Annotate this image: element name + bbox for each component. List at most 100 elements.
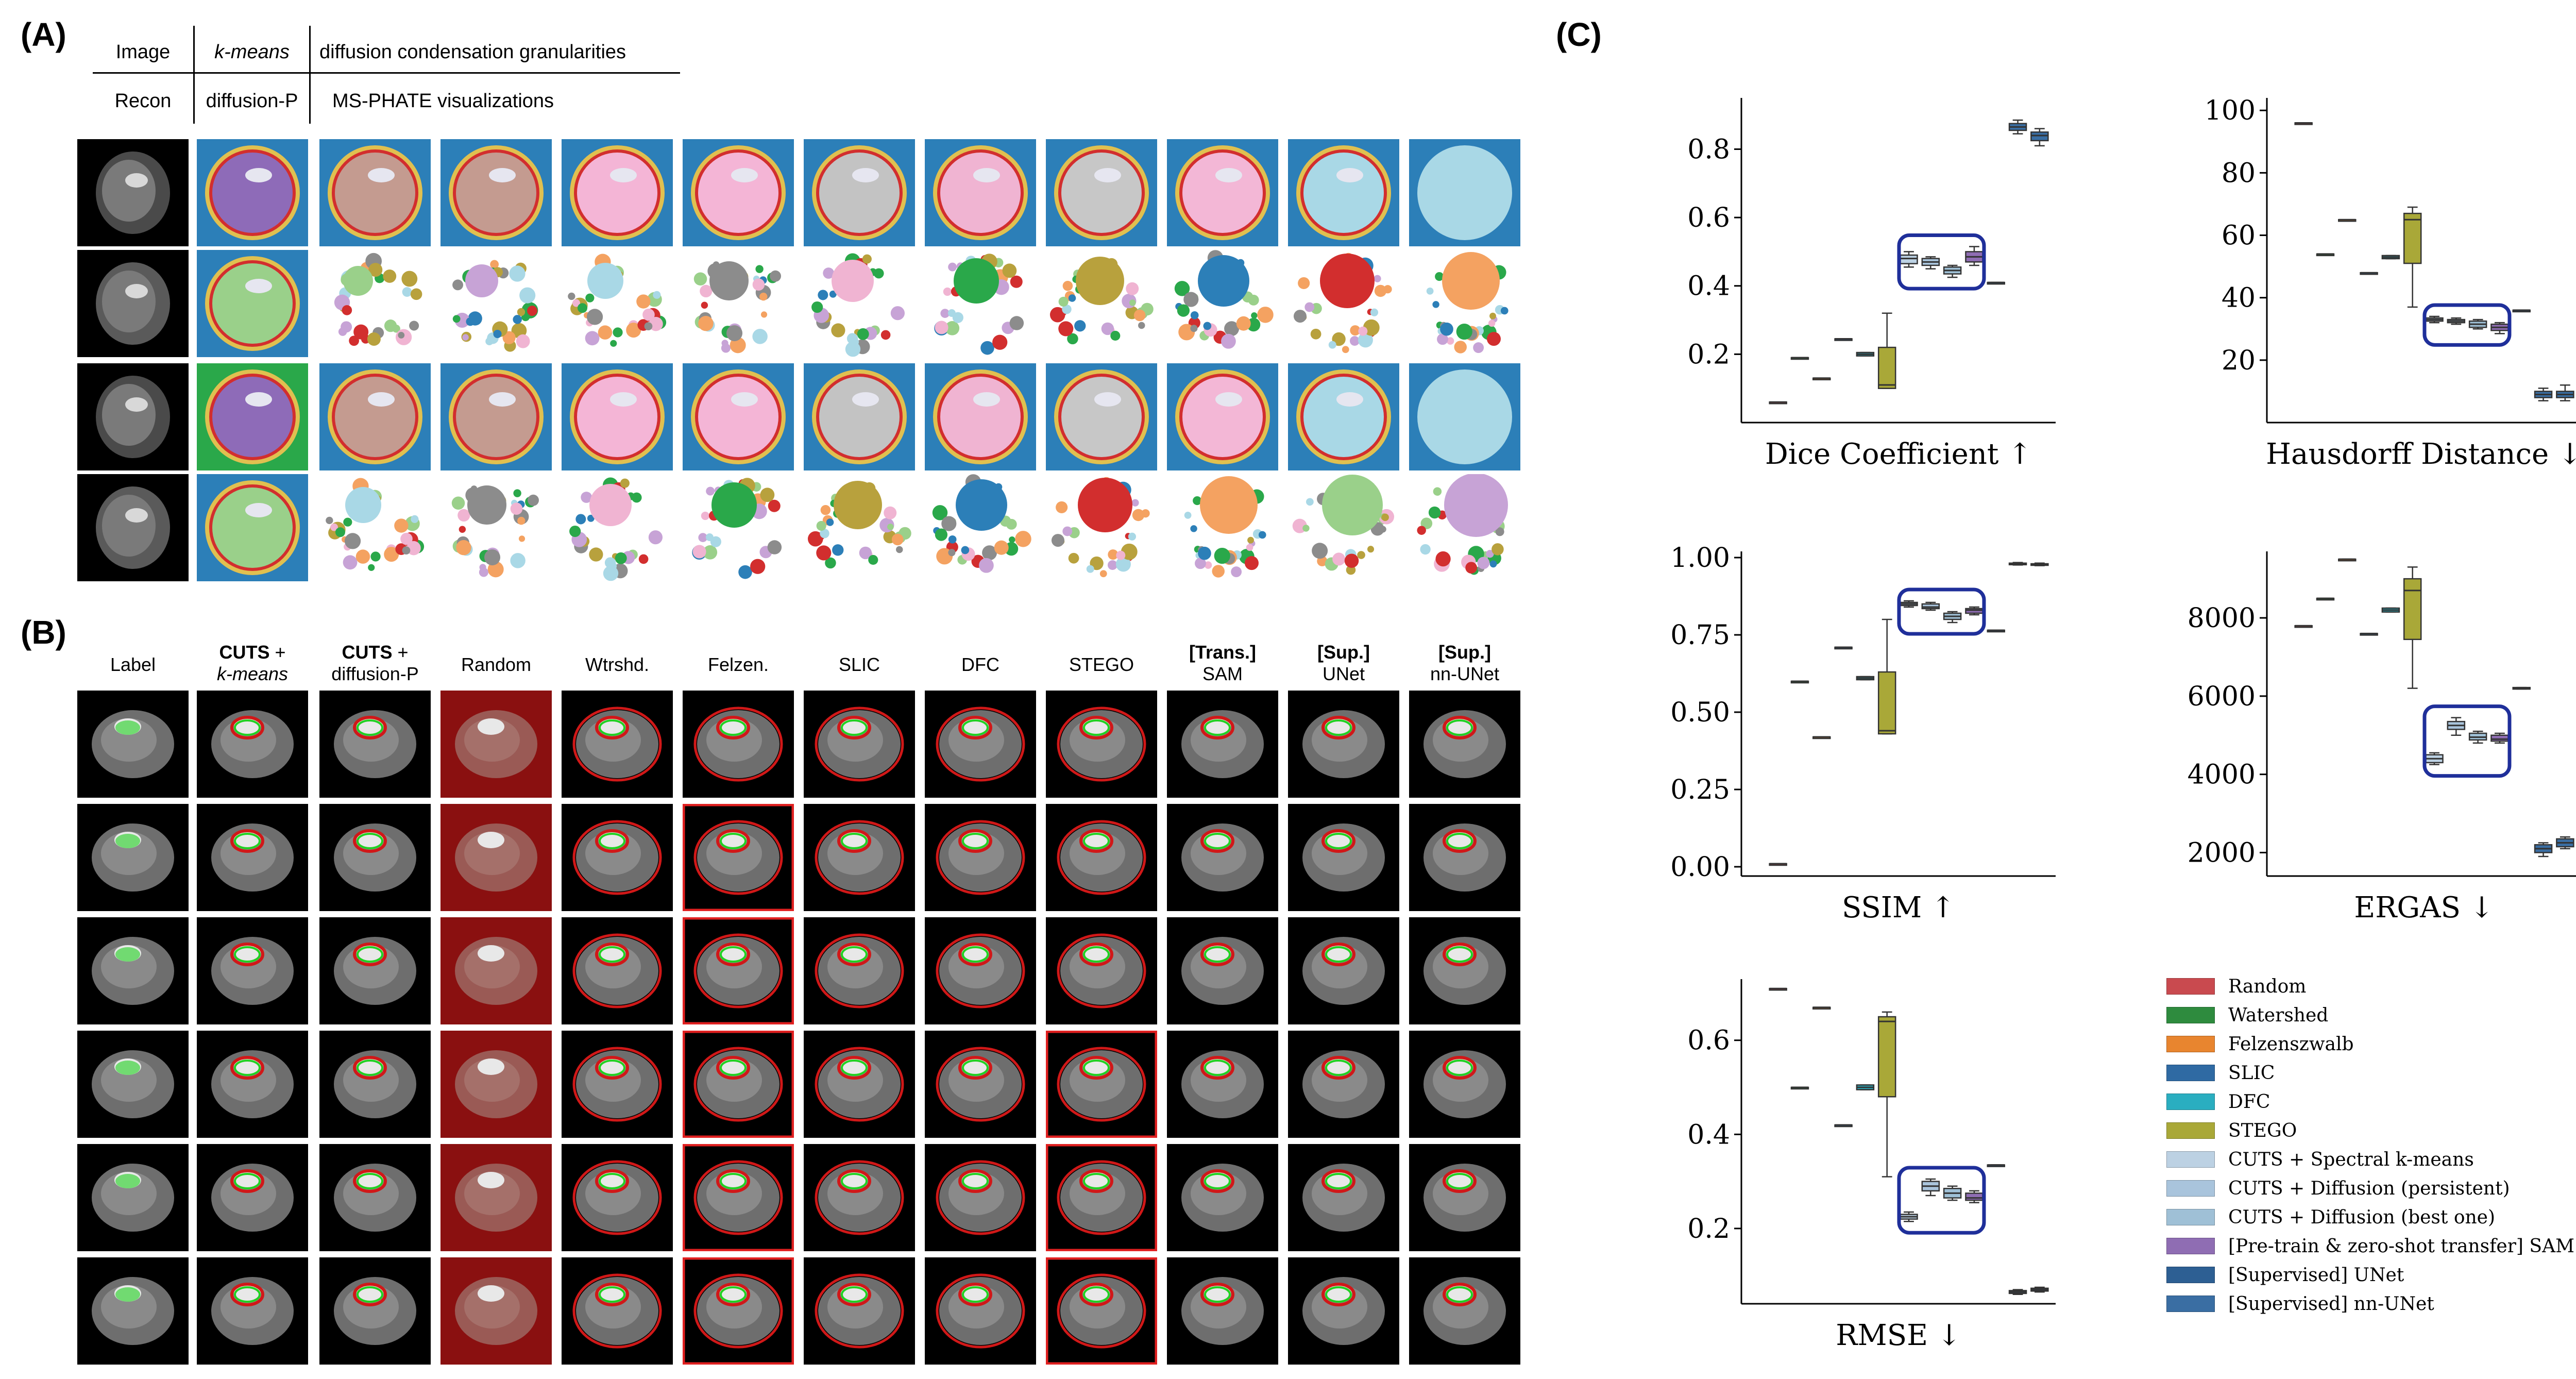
box-plot-item bbox=[2008, 1289, 2027, 1295]
legend-item: [Supervised] nn-UNet bbox=[2166, 1291, 2434, 1316]
y-tick-label: 60 bbox=[2222, 221, 2256, 251]
header-diffusion: diffusion condensation granularities bbox=[319, 41, 626, 63]
y-tick-label: 0.4 bbox=[1687, 271, 1730, 302]
panel-a-tile bbox=[683, 250, 794, 357]
panel-a-tile bbox=[1288, 250, 1399, 357]
panel-b-tile bbox=[683, 917, 794, 1024]
box-plot-item bbox=[2294, 625, 2313, 628]
legend-item: DFC bbox=[2166, 1089, 2270, 1114]
panel-b-tile bbox=[1409, 691, 1520, 798]
panel-b-tile bbox=[319, 1257, 431, 1365]
header-vline-2 bbox=[309, 26, 311, 124]
y-tick-label: 100 bbox=[2205, 95, 2256, 126]
panel-b-tile bbox=[77, 917, 189, 1024]
panel-a-tile bbox=[77, 139, 189, 246]
panel-a-tile bbox=[1288, 363, 1399, 470]
y-tick-label: 0.00 bbox=[1670, 852, 1730, 883]
box-plot-item bbox=[1900, 600, 1918, 608]
panel-a-tile bbox=[1409, 474, 1520, 581]
panel-b-tile bbox=[77, 1144, 189, 1251]
legend-swatch bbox=[2166, 1122, 2215, 1139]
y-tick-label: 0.8 bbox=[1687, 134, 1730, 165]
panel-a-tile bbox=[1409, 250, 1520, 357]
panel-b-tile bbox=[683, 1257, 794, 1365]
panel-b-tile bbox=[804, 1144, 915, 1251]
y-tick-label: 1.00 bbox=[1670, 543, 1730, 574]
y-tick-label: 0.75 bbox=[1670, 620, 1730, 651]
legend-item: Random bbox=[2166, 974, 2306, 999]
box-plot-item bbox=[1877, 1011, 1896, 1178]
panel-b-tile bbox=[440, 917, 552, 1024]
panel-b-tile bbox=[319, 1031, 431, 1138]
panel-b-tile bbox=[925, 804, 1036, 911]
panel-a-tile bbox=[683, 474, 794, 581]
panel-b-tile bbox=[1288, 691, 1399, 798]
y-tick-label: 20 bbox=[2222, 345, 2256, 376]
box-plot-item bbox=[2447, 717, 2466, 736]
panel-b-tile bbox=[683, 1031, 794, 1138]
panel-a-tile bbox=[925, 139, 1036, 246]
panel-a-tile bbox=[77, 363, 189, 470]
panel-b-tile bbox=[1288, 1031, 1399, 1138]
panel-b-tile bbox=[1409, 1031, 1520, 1138]
box-plot-item bbox=[2030, 128, 2049, 147]
panel-b-tile bbox=[804, 1031, 915, 1138]
panel-a-tile bbox=[1167, 474, 1278, 581]
legend-swatch bbox=[2166, 1180, 2215, 1197]
panel-b-tile bbox=[440, 804, 552, 911]
panel-a-tile bbox=[319, 363, 431, 470]
chart-hausdorff: 20 40 60 80 100 Hausdorff Distance ↓ bbox=[2205, 95, 2576, 471]
x-axis-label: SSIM ↑ bbox=[1842, 891, 1955, 924]
legend-label: [Pre-train & zero-shot transfer] SAM bbox=[2228, 1235, 2574, 1257]
panel-a-tile bbox=[804, 139, 915, 246]
panel-b-tile bbox=[1288, 1144, 1399, 1251]
y-tick-label: 2000 bbox=[2188, 837, 2256, 868]
panel-a-tile bbox=[197, 139, 308, 246]
panel-a-tile bbox=[77, 250, 189, 357]
panel-label-b: (B) bbox=[21, 614, 66, 651]
panel-a-tile bbox=[440, 474, 552, 581]
legend-label: SLIC bbox=[2228, 1062, 2275, 1084]
panel-b-tile bbox=[1409, 804, 1520, 911]
panel-a-tile bbox=[562, 363, 673, 470]
panel-b-tile bbox=[1046, 1144, 1157, 1251]
panel-b-tile bbox=[1167, 1031, 1278, 1138]
panel-b-tile bbox=[197, 917, 308, 1024]
header-ms-phate: MS-PHATE visualizations bbox=[332, 90, 554, 112]
panel-b-tile bbox=[925, 691, 1036, 798]
box-plot-item bbox=[1812, 1006, 1831, 1010]
box-plot-item bbox=[2381, 255, 2400, 260]
legend-item: CUTS + Diffusion (persistent) bbox=[2166, 1176, 2510, 1201]
box-plot-item bbox=[2316, 597, 2335, 601]
chart-ssim: 0.00 0.25 0.50 0.75 1.00 SSIM ↑ bbox=[1670, 543, 2056, 924]
cuts-highlight-box bbox=[1897, 233, 1986, 291]
box-plot-item bbox=[1769, 863, 1787, 866]
panel-a-tile bbox=[804, 250, 915, 357]
panel-a-tile bbox=[562, 250, 673, 357]
box-plot-item bbox=[1790, 680, 1809, 684]
legend-label: CUTS + Diffusion (best one) bbox=[2228, 1206, 2496, 1228]
panel-a-tile bbox=[440, 139, 552, 246]
box-plot-item bbox=[2512, 686, 2531, 690]
chart-ergas: 2000 4000 6000 8000 ERGAS ↓ bbox=[2188, 551, 2576, 924]
panel-label-a: (A) bbox=[21, 16, 66, 53]
legend-label: CUTS + Spectral k-means bbox=[2228, 1149, 2474, 1170]
panel-b-tile bbox=[804, 691, 915, 798]
box-plot-item bbox=[1943, 264, 1962, 278]
legend-swatch bbox=[2166, 1267, 2215, 1283]
legend-swatch bbox=[2166, 1094, 2215, 1110]
method-column-header: [Trans.] SAM bbox=[1189, 642, 1257, 684]
y-tick-label: 0.50 bbox=[1670, 697, 1730, 728]
box-plot-item bbox=[1790, 357, 1809, 360]
box-plot-item bbox=[2490, 732, 2509, 744]
panel-a-tile bbox=[197, 474, 308, 581]
legend: Random Watershed Felzenszwalb SLIC DFC STEGO C… bbox=[2166, 974, 2576, 1335]
panel-b-tile bbox=[1167, 804, 1278, 911]
box-plot-item bbox=[2360, 632, 2378, 636]
y-tick-label: 8000 bbox=[2188, 603, 2256, 634]
legend-item: SLIC bbox=[2166, 1061, 2275, 1085]
box-plot-item bbox=[2338, 218, 2357, 222]
box-plot-item bbox=[1877, 618, 1896, 735]
legend-label: Watershed bbox=[2228, 1004, 2329, 1026]
x-axis-label: ERGAS ↓ bbox=[2354, 891, 2494, 924]
